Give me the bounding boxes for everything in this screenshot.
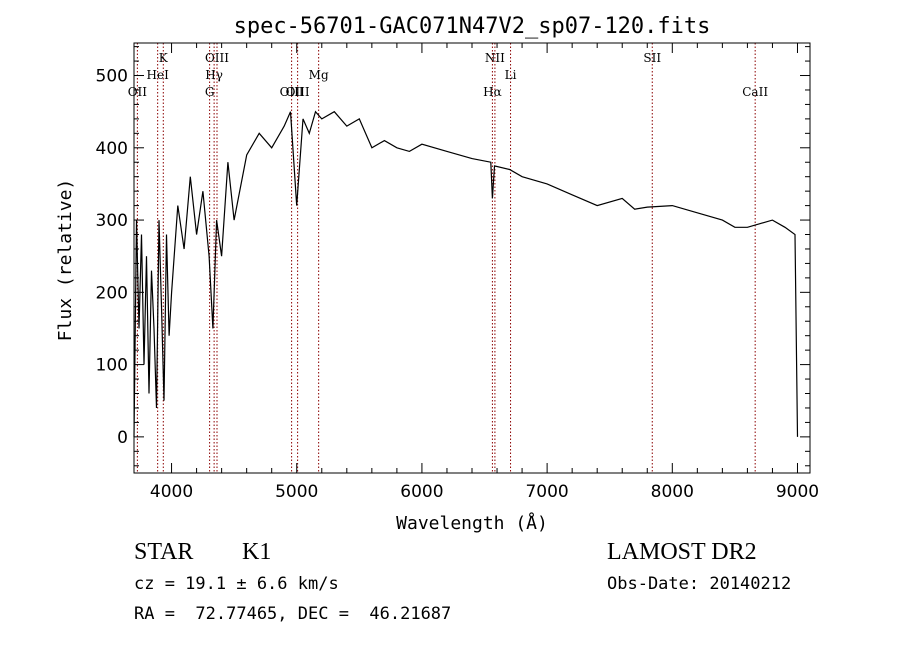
survey-name: LAMOST DR2 <box>607 539 757 565</box>
object-subclass: K1 <box>242 539 272 565</box>
y-axis-label: Flux (relative) <box>55 179 76 342</box>
line-marker-label-4: Hγ <box>205 68 223 82</box>
y-tick-label-400: 400 <box>96 139 128 159</box>
x-tick-label-7000: 7000 <box>525 482 568 502</box>
spectrum-trace <box>133 110 799 437</box>
line-marker-label-11: Li <box>505 68 517 82</box>
line-marker-label-3: OIII <box>205 51 229 65</box>
y-tick-label-200: 200 <box>96 283 128 303</box>
y-tick-label-300: 300 <box>96 211 128 231</box>
object-class: STAR <box>134 539 194 565</box>
chart-title: spec-56701-GAC071N47V2_sp07-120.fits <box>234 14 711 39</box>
line-marker-label-0: OII <box>128 85 148 99</box>
spectrum-line <box>133 110 799 437</box>
observation-date: Obs-Date: 20140212 <box>607 574 792 594</box>
line-marker-label-1: K <box>159 51 169 65</box>
line-marker-label-8: Mg <box>309 68 329 82</box>
x-tick-label-6000: 6000 <box>400 482 443 502</box>
line-marker-label-2: HeI <box>147 68 170 82</box>
y-tick-label-500: 500 <box>96 67 128 87</box>
axes: 4000 5000 6000 7000 8000 9000 0 100 200 300 400 500 <box>96 42 819 502</box>
x-tick-label-8000: 8000 <box>651 482 694 502</box>
plot-frame <box>133 42 811 474</box>
x-axis-label: Wavelength (Å) <box>396 512 548 534</box>
coordinates: RA = 72.77465, DEC = 46.21687 <box>134 604 452 624</box>
x-tick-label-5000: 5000 <box>275 482 318 502</box>
redshift-value: cz = 19.1 ± 6.6 km/s <box>134 574 339 594</box>
line-marker-label-13: CaII <box>742 85 768 99</box>
x-tick-label-4000: 4000 <box>150 482 193 502</box>
line-marker-label-10: Hα <box>483 85 502 99</box>
line-marker-label-7: OIII <box>286 85 310 99</box>
x-tick-label-9000: 9000 <box>776 482 819 502</box>
line-marker-label-12: SII <box>643 51 661 65</box>
y-tick-label-100: 100 <box>96 356 128 376</box>
y-tick-label-0: 0 <box>117 428 128 448</box>
line-marker-label-9: NII <box>485 51 505 65</box>
line-marker-label-5: G <box>205 85 215 99</box>
